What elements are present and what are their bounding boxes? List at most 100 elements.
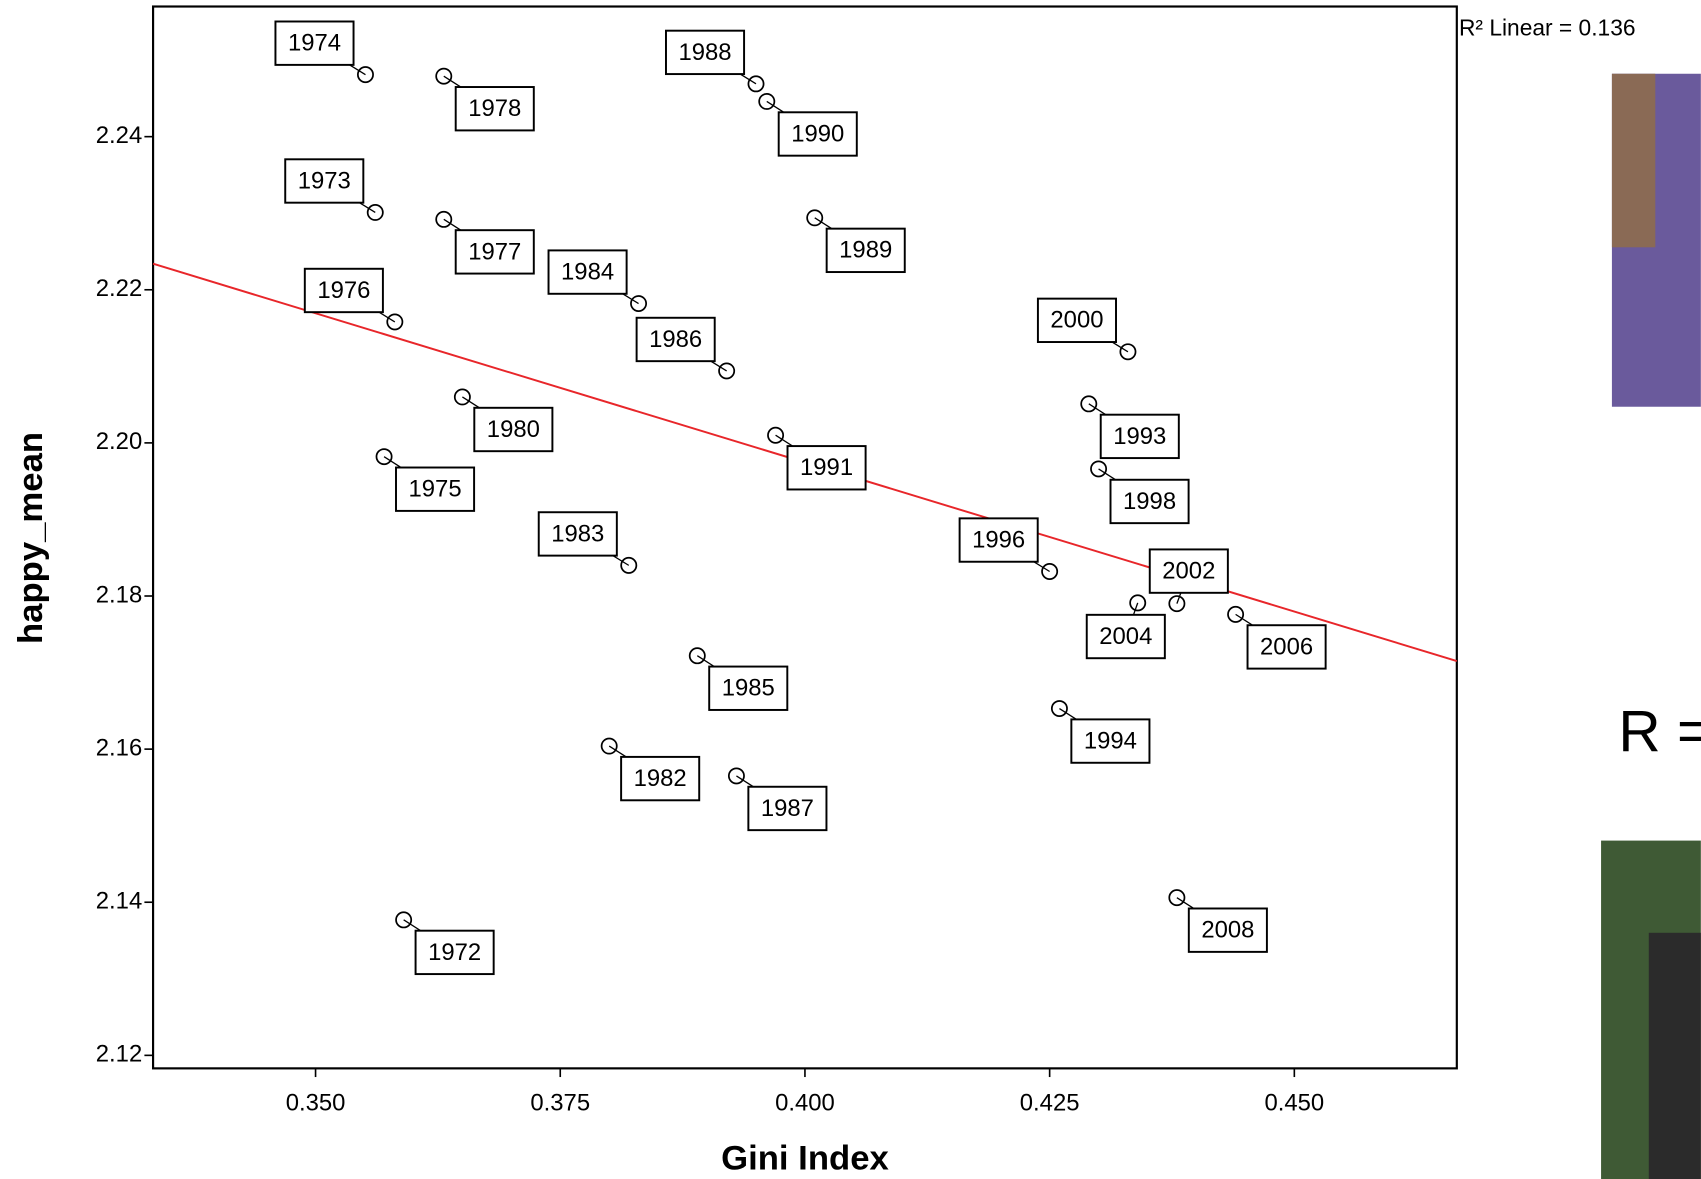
x-tick-label: 0.350 xyxy=(286,1089,346,1116)
point-label: 1993 xyxy=(1113,423,1166,450)
label-box xyxy=(1246,624,1327,670)
label-box xyxy=(665,29,746,76)
point-label: 1975 xyxy=(409,476,462,503)
label-box xyxy=(1109,478,1190,525)
point xyxy=(366,203,384,221)
point-label: 1974 xyxy=(288,30,341,57)
label-box xyxy=(777,111,858,157)
point-label: 1977 xyxy=(468,238,521,265)
y-tick-label: 2.22 xyxy=(96,275,142,302)
point xyxy=(1227,605,1245,623)
label-box xyxy=(958,517,1039,563)
label-box xyxy=(473,406,554,453)
point xyxy=(620,556,638,574)
point xyxy=(718,362,736,380)
x-axis-title: Gini Index xyxy=(721,1140,889,1178)
point xyxy=(767,426,785,444)
point xyxy=(747,75,765,93)
point-label: 1972 xyxy=(428,939,481,966)
photo-detail xyxy=(1611,73,1656,248)
label-box xyxy=(1148,548,1229,594)
y-tick-label: 2.14 xyxy=(96,888,142,915)
label-box xyxy=(635,316,716,363)
y-tick-label: 2.18 xyxy=(96,581,142,608)
y-tick-label: 2.24 xyxy=(96,122,142,149)
point-label: 1989 xyxy=(839,237,892,264)
point-label: 1996 xyxy=(972,526,1025,553)
label-box xyxy=(547,249,628,295)
label-box xyxy=(454,229,535,275)
label-box xyxy=(274,20,355,66)
label-box xyxy=(537,511,618,557)
label-box xyxy=(1187,907,1268,953)
label-box xyxy=(284,158,365,204)
label-box xyxy=(1070,718,1151,764)
y-tick-label: 2.16 xyxy=(96,734,142,761)
label-box xyxy=(1036,297,1117,343)
label-box xyxy=(1099,413,1180,460)
label-box xyxy=(454,86,535,132)
point xyxy=(806,209,824,227)
point-label: 1982 xyxy=(634,765,687,792)
point-label: 1990 xyxy=(791,120,844,147)
point-label: 2000 xyxy=(1050,307,1103,334)
point xyxy=(1129,594,1147,612)
point xyxy=(1050,700,1068,718)
point-label: 1976 xyxy=(317,277,370,304)
point xyxy=(727,767,745,785)
point xyxy=(435,67,453,85)
label-box xyxy=(1085,613,1166,660)
point-label: 1987 xyxy=(761,795,814,822)
label-box xyxy=(414,929,495,976)
point xyxy=(453,388,471,406)
x-tick-label: 0.375 xyxy=(530,1089,590,1116)
x-tick-label: 0.450 xyxy=(1264,1089,1324,1116)
point xyxy=(600,737,618,755)
point-label: 1983 xyxy=(551,520,604,547)
photo-detail xyxy=(1648,932,1701,1179)
point xyxy=(435,210,453,228)
y-axis-title: happy_mean xyxy=(12,432,50,644)
side-text: R = xyxy=(1618,699,1701,764)
point-label: 1984 xyxy=(561,258,614,285)
point xyxy=(357,66,374,84)
point-label: 1998 xyxy=(1123,488,1176,515)
point xyxy=(1168,889,1186,907)
point-label: 1978 xyxy=(468,95,521,122)
point xyxy=(1119,343,1137,361)
point xyxy=(395,911,413,929)
point xyxy=(1080,395,1098,413)
label-box xyxy=(747,785,828,832)
label-box xyxy=(620,755,701,802)
point xyxy=(375,448,393,466)
point xyxy=(1041,563,1059,580)
point-label: 2002 xyxy=(1162,558,1215,585)
x-tick-label: 0.425 xyxy=(1020,1089,1080,1116)
point xyxy=(688,647,706,665)
point xyxy=(1168,595,1186,613)
point-label: 2006 xyxy=(1260,633,1313,660)
label-box xyxy=(825,227,906,274)
label-box xyxy=(708,665,789,711)
point xyxy=(758,92,776,110)
label-box xyxy=(303,267,384,314)
annotation: R² Linear = 0.136 xyxy=(1459,14,1636,40)
point-label: 1985 xyxy=(722,675,775,702)
y-tick-label: 2.20 xyxy=(96,428,142,455)
point-label: 1988 xyxy=(678,39,731,66)
x-tick-label: 0.400 xyxy=(775,1089,835,1116)
y-tick-label: 2.12 xyxy=(96,1041,142,1068)
point-label: 2008 xyxy=(1201,917,1254,944)
point-label: 1991 xyxy=(800,454,853,481)
point-label: 1994 xyxy=(1084,727,1137,754)
label-box xyxy=(395,466,476,512)
point xyxy=(1090,460,1108,478)
point-label: 1986 xyxy=(649,326,702,353)
point xyxy=(386,313,404,331)
point-label: 2004 xyxy=(1099,623,1152,650)
point xyxy=(630,295,648,313)
label-box xyxy=(786,445,867,491)
point-label: 1973 xyxy=(298,167,351,194)
point-label: 1980 xyxy=(487,416,540,443)
